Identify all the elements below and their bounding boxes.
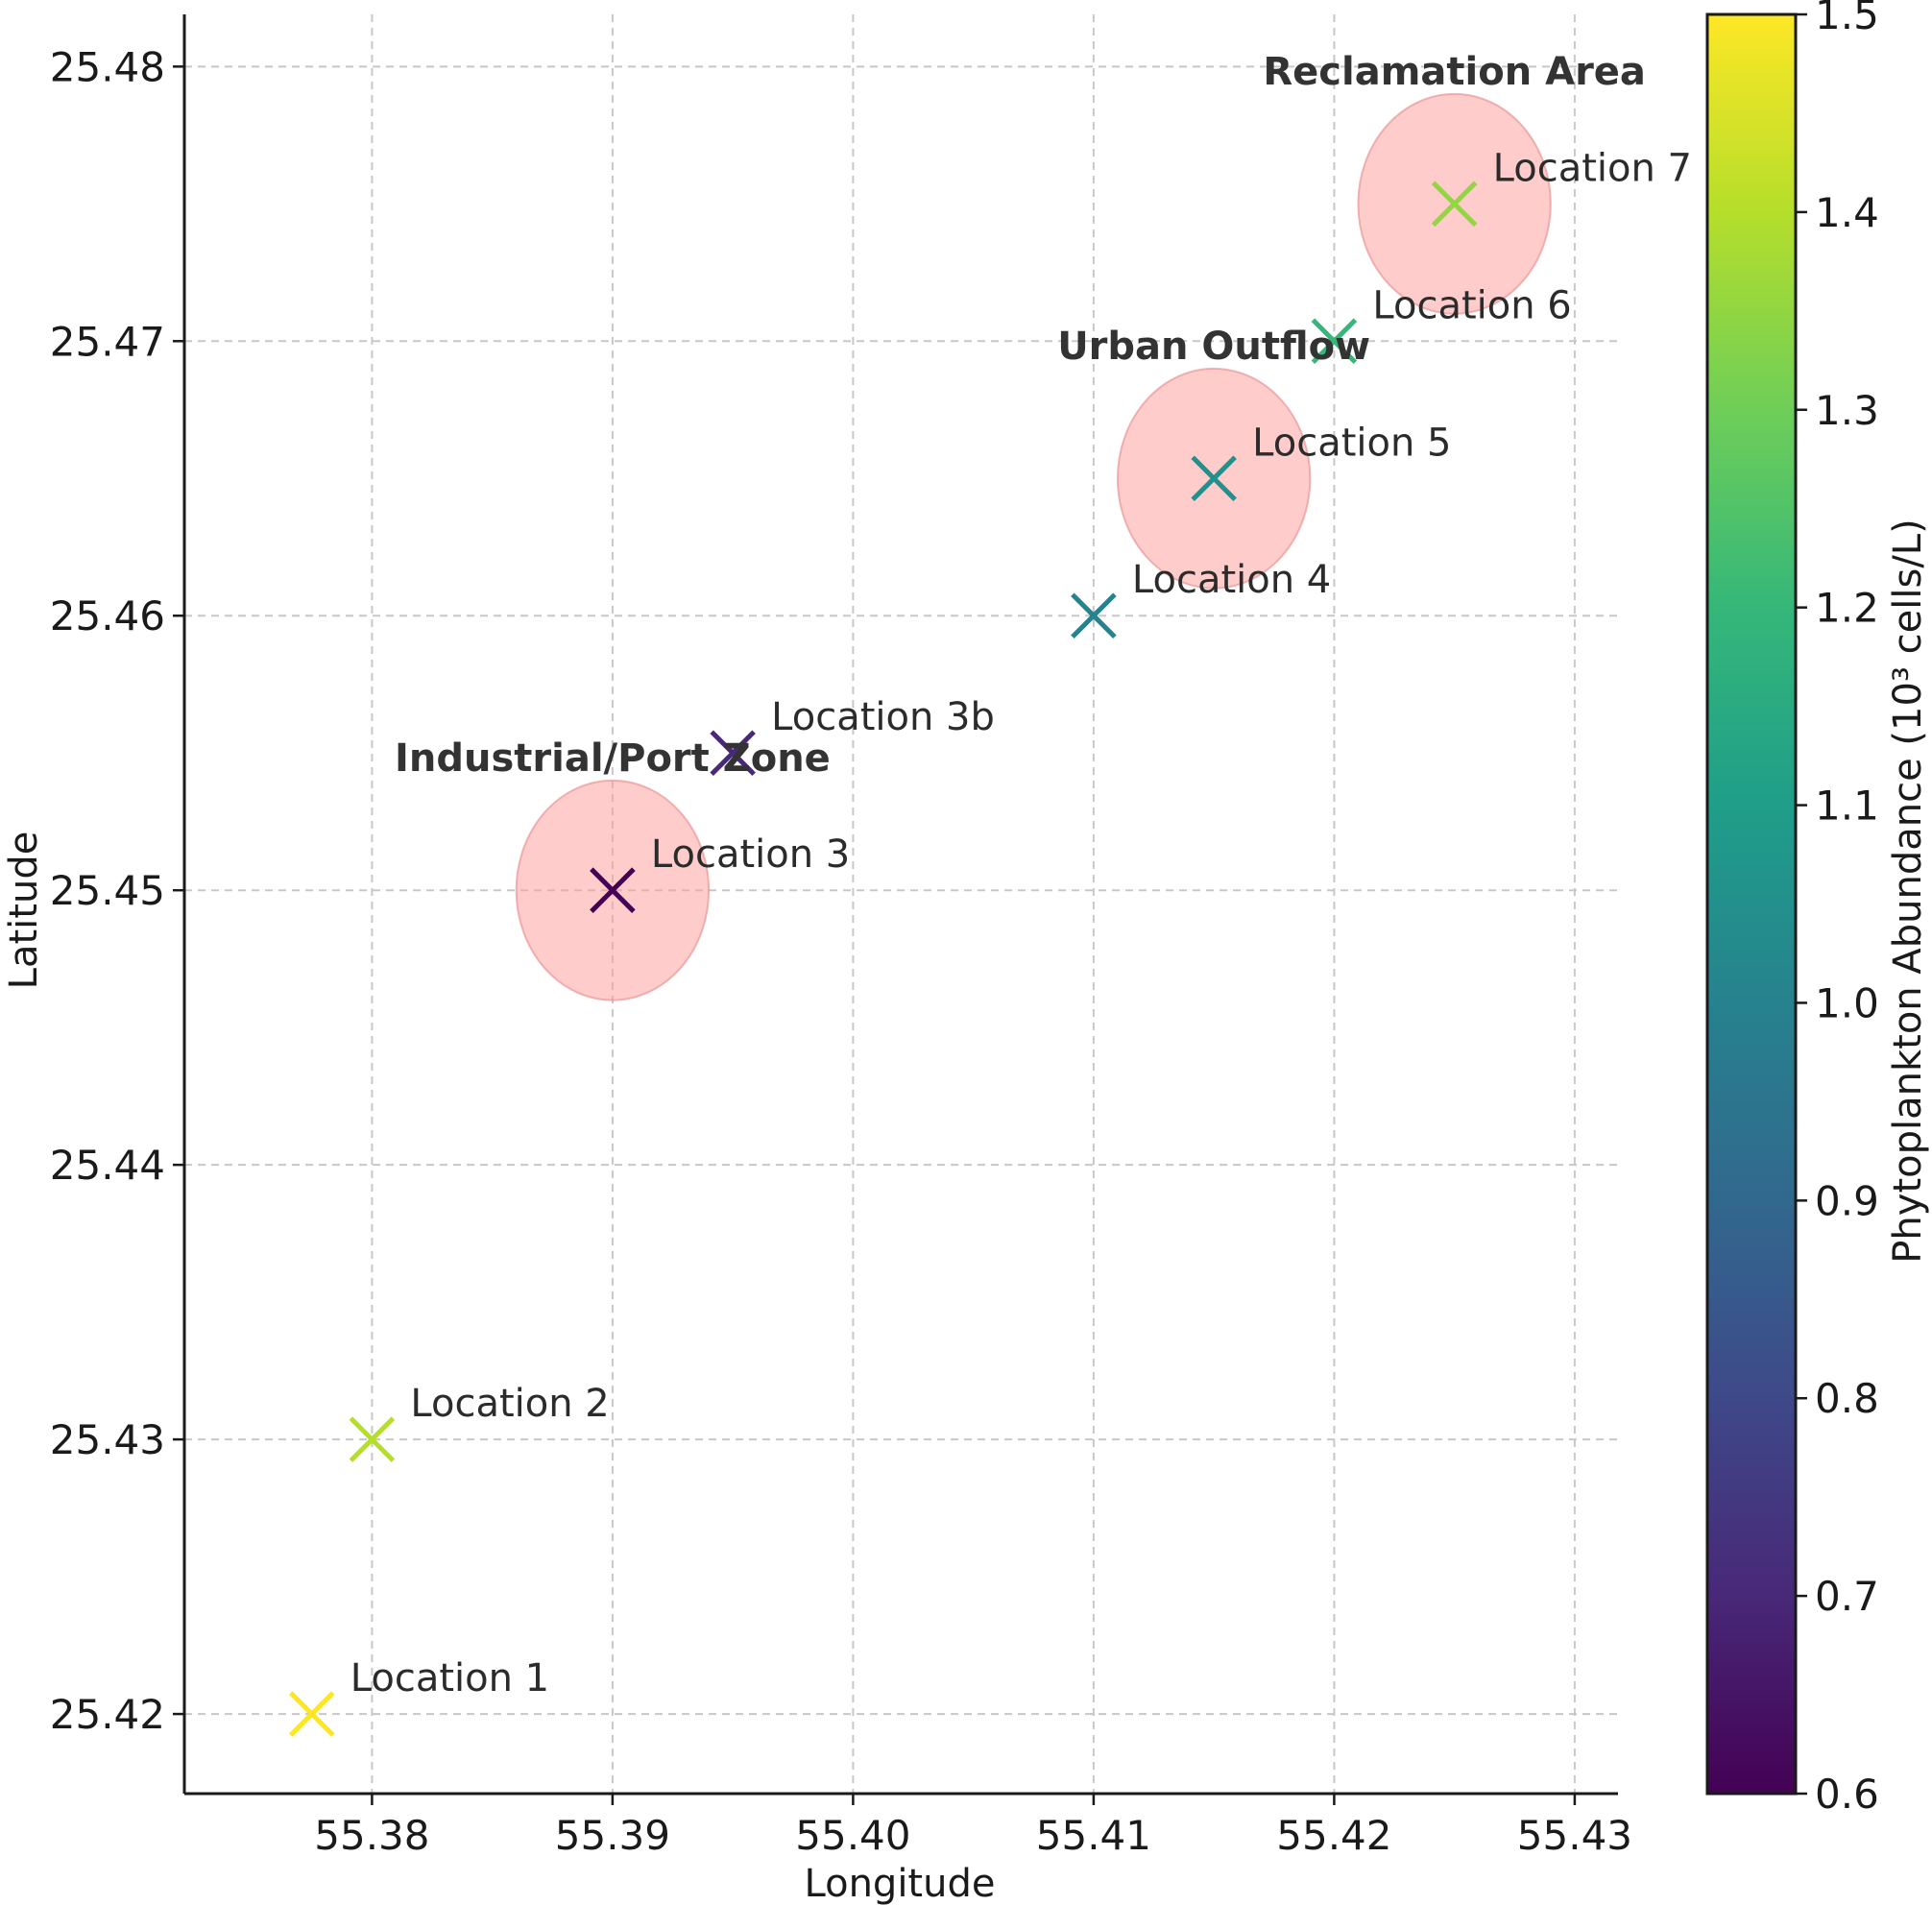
point-label: Location 1: [350, 1656, 549, 1700]
marker-stroke: [288, 1691, 335, 1737]
data-point: [590, 867, 636, 913]
point-labels: Industrial/Port Zone Urban Outflow Reclama…: [350, 50, 1692, 1700]
point-label: Location 2: [410, 1382, 609, 1426]
x-tick-label: 55.39: [555, 1812, 670, 1859]
colorbar-tick-label: 1.3: [1815, 387, 1879, 434]
zone-label: Reclamation Area: [1263, 50, 1646, 94]
point-label: Location 3b: [771, 695, 995, 739]
colorbar-tick-label: 1.1: [1815, 783, 1879, 830]
marker-stroke: [1191, 455, 1237, 502]
marker-stroke: [1431, 181, 1478, 228]
y-tick-label: 25.45: [50, 867, 165, 914]
y-tick-label: 25.46: [50, 592, 165, 639]
grid: [184, 14, 1618, 1794]
zone-label: Urban Outflow: [1057, 325, 1370, 369]
colorbar: 0.6 0.7 0.8 0.9 1.0 1.1 1.2 1.3 1.4 1.5: [1705, 0, 1879, 1818]
x-tick-label: 55.42: [1276, 1812, 1391, 1859]
data-point: [1311, 318, 1358, 365]
marker-stroke: [1311, 318, 1358, 365]
data-points: [288, 181, 1478, 1737]
x-tick-label: 55.38: [314, 1812, 429, 1859]
marker-stroke: [590, 867, 636, 913]
colorbar-gradient: [1705, 12, 1798, 1796]
x-axis-label: Longitude: [805, 1862, 996, 1905]
colorbar-tick-label: 0.9: [1815, 1177, 1879, 1224]
x-tick-label: 55.41: [1036, 1812, 1151, 1859]
x-tick-label: 55.43: [1517, 1812, 1632, 1859]
colorbar-tick-label: 0.6: [1815, 1771, 1879, 1818]
marker-stroke: [1071, 592, 1117, 639]
point-label: Location 3: [651, 832, 850, 877]
x-tick-label: 55.40: [795, 1812, 910, 1859]
y-tick-label: 25.47: [50, 318, 165, 365]
point-label: Location 7: [1493, 146, 1692, 190]
y-tick-label: 25.43: [50, 1416, 165, 1463]
axes: 55.38 55.39 55.40 55.41 55.42 55.43 25.42 25.43…: [50, 14, 1632, 1859]
data-point: [1431, 181, 1478, 228]
colorbar-label: Phytoplankton Abundance (10³ cells/L): [1886, 518, 1930, 1263]
y-tick-label: 25.48: [50, 43, 165, 90]
colorbar-tick-label: 1.4: [1815, 189, 1879, 236]
zone-label: Industrial/Port Zone: [395, 736, 831, 781]
y-tick-label: 25.44: [50, 1142, 165, 1189]
point-label: Location 6: [1372, 283, 1571, 327]
data-point: [288, 1691, 335, 1737]
colorbar-tick-label: 0.7: [1815, 1573, 1879, 1620]
marker-stroke: [710, 730, 756, 776]
colorbar-tick-label: 1.0: [1815, 979, 1879, 1026]
y-tick-label: 25.42: [50, 1691, 165, 1738]
data-point: [349, 1416, 396, 1462]
y-axis-label: Latitude: [2, 832, 46, 990]
colorbar-tick-label: 1.5: [1815, 0, 1879, 38]
colorbar-tick-label: 1.2: [1815, 585, 1879, 632]
point-label: Location 4: [1132, 558, 1331, 602]
data-point: [710, 730, 756, 776]
data-point: [1191, 455, 1237, 502]
colorbar-tick-label: 0.8: [1815, 1375, 1879, 1422]
data-point: [1071, 592, 1117, 639]
point-label: Location 5: [1252, 421, 1451, 465]
marker-stroke: [349, 1416, 396, 1462]
